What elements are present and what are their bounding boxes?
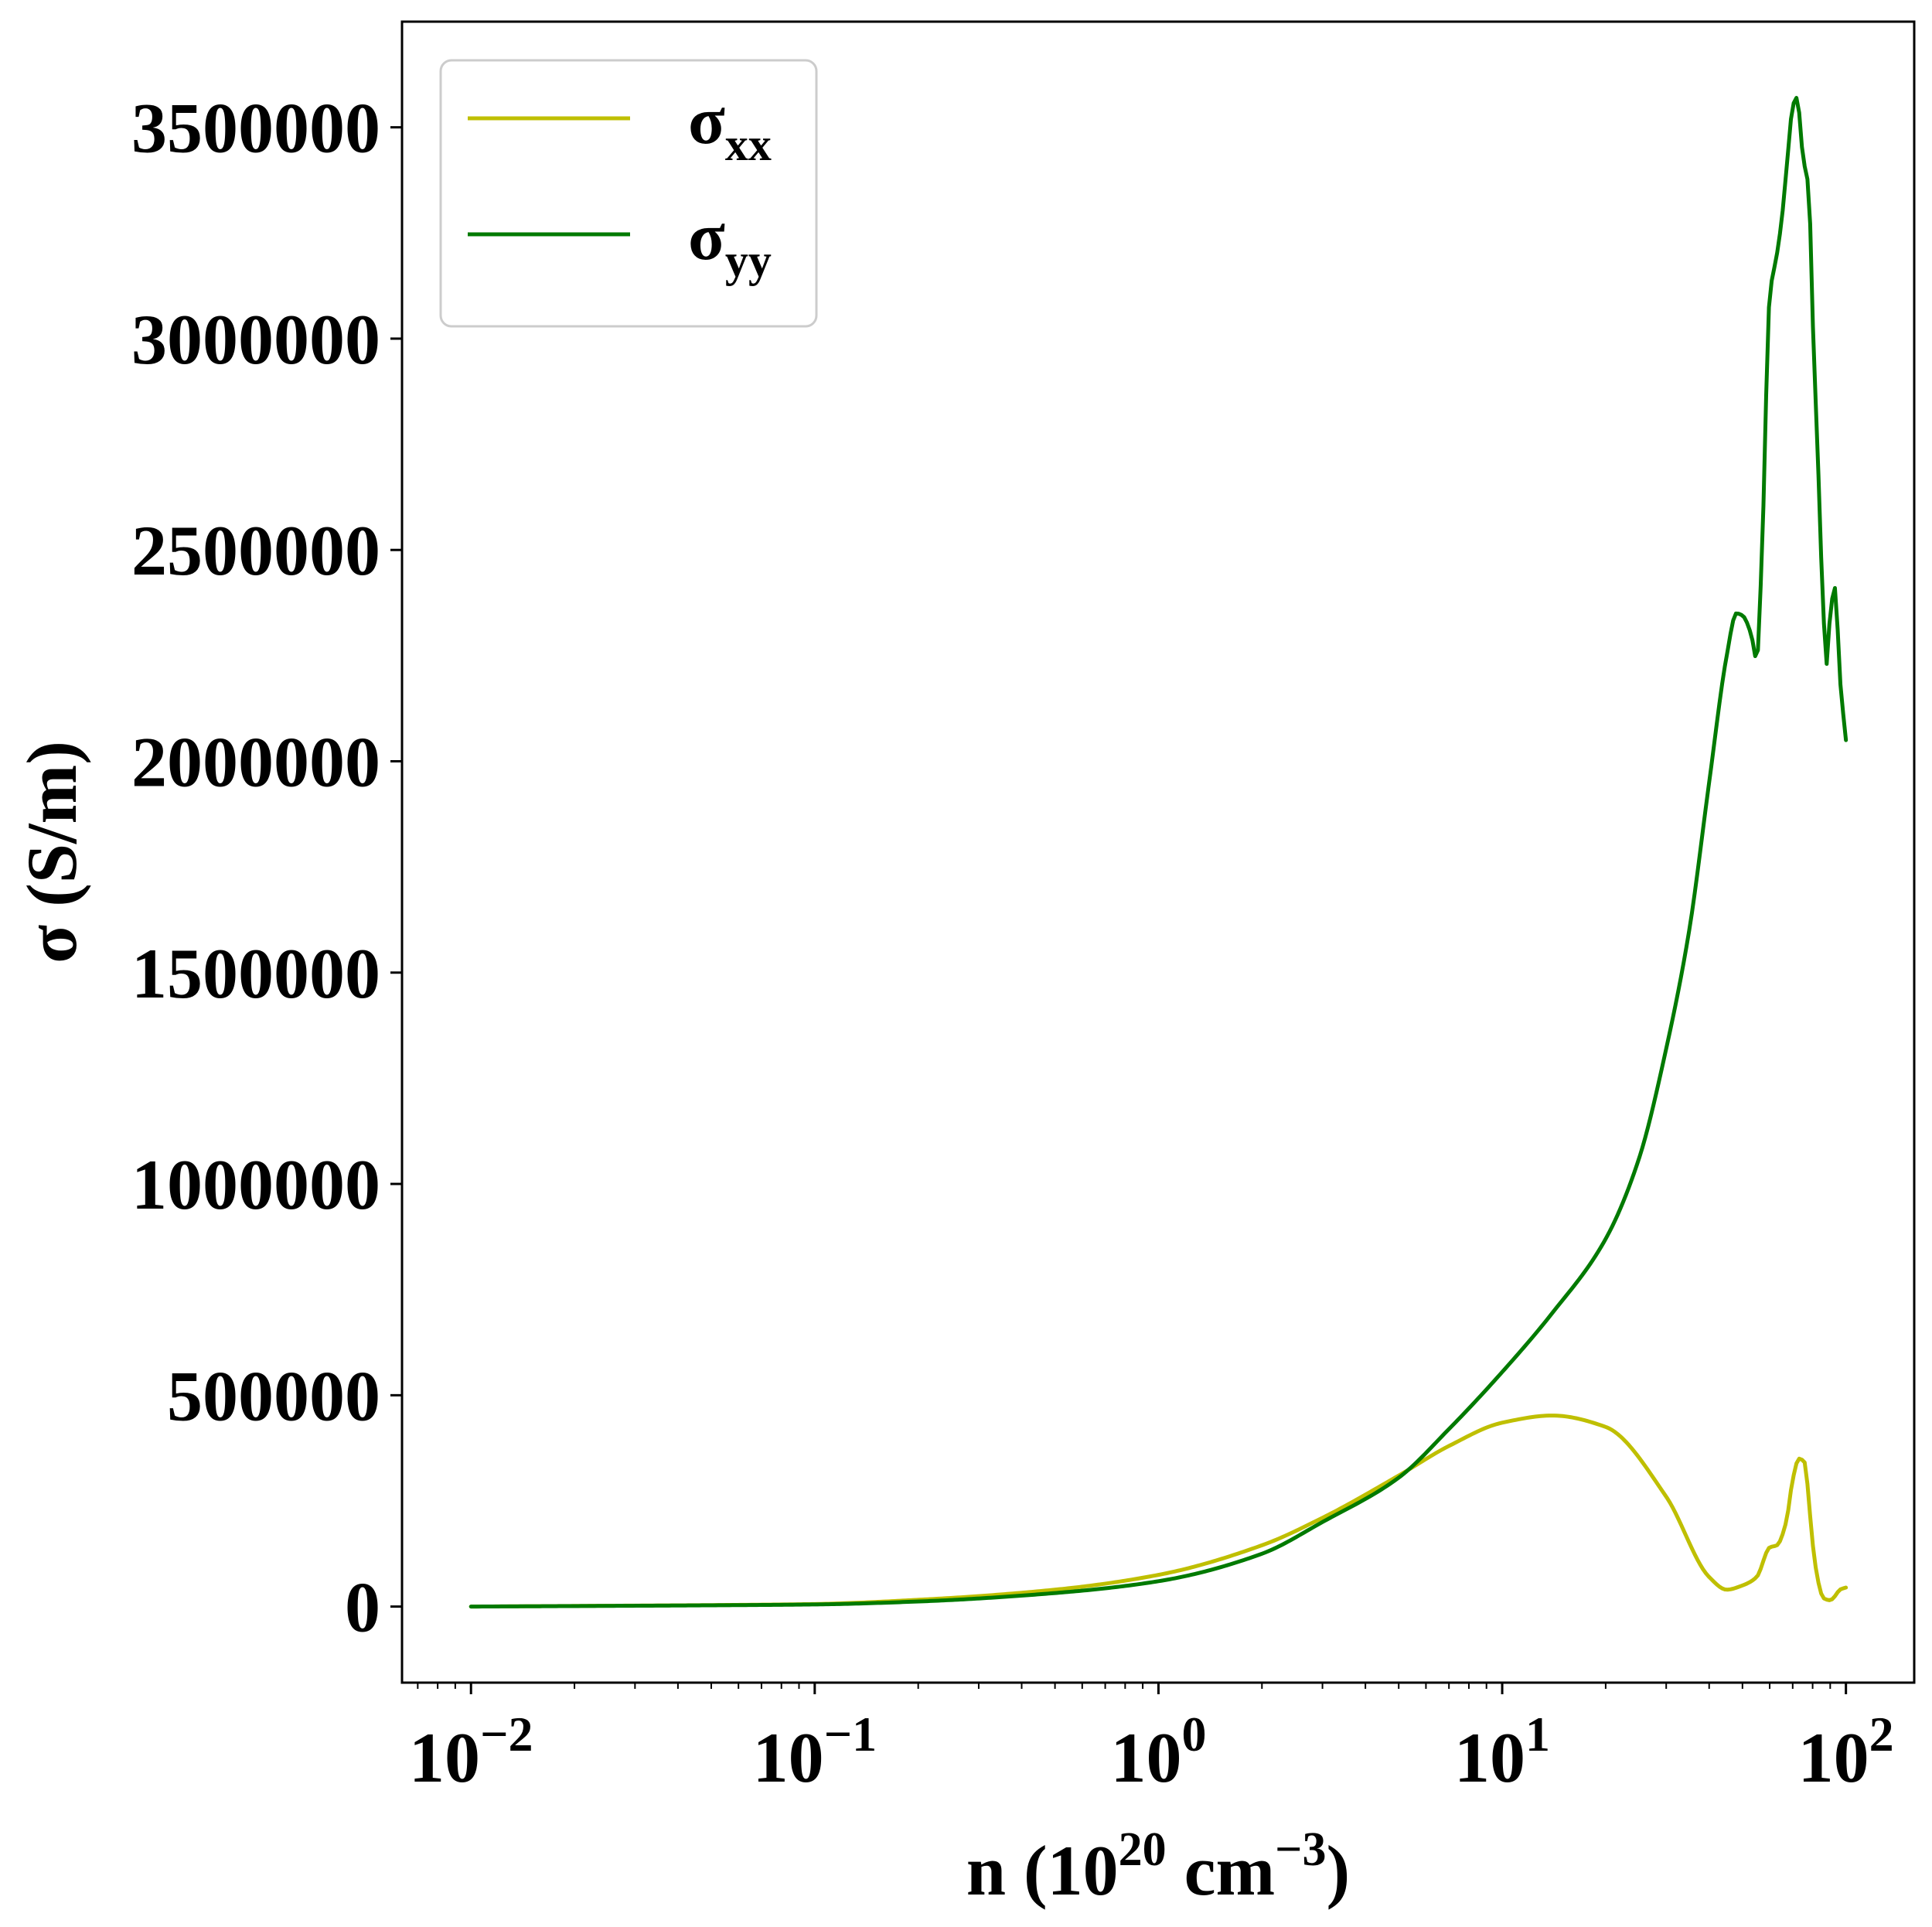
x-tick-label: 100 xyxy=(1110,1707,1206,1797)
y-tick-label: 2500000 xyxy=(131,511,380,590)
legend-box xyxy=(439,59,818,328)
legend: σxx σyy xyxy=(439,59,818,328)
x-tick-label: 102 xyxy=(1798,1707,1894,1797)
y-tick-label: 2000000 xyxy=(131,722,380,801)
x-axis-title-sup2: −3 xyxy=(1275,1823,1326,1876)
y-tick-label: 0 xyxy=(345,1568,380,1647)
y-tick-label: 3000000 xyxy=(131,300,380,379)
x-axis-title-main: n (10 xyxy=(966,1831,1119,1910)
series-line-yy xyxy=(469,96,1849,1609)
x-tick-label: 10−1 xyxy=(753,1707,877,1797)
x-axis: 10−2 10−1 100 101 102 xyxy=(409,1683,1894,1797)
y-axis: 0 500000 1000000 1500000 2000000 2500000 30000… xyxy=(131,89,402,1647)
series-lines xyxy=(469,96,1849,1609)
x-tick-label: 10−2 xyxy=(409,1707,533,1797)
y-tick-label: 1500000 xyxy=(131,934,380,1013)
y-tick-label: 3500000 xyxy=(131,89,380,168)
x-tick-label: 101 xyxy=(1454,1707,1550,1797)
legend-label-sigma-xx: σxx xyxy=(688,84,772,170)
x-axis-title-end: ) xyxy=(1327,1831,1351,1910)
x-axis-title: n (1020 cm−3) xyxy=(966,1823,1350,1910)
y-tick-label: 500000 xyxy=(167,1356,380,1435)
x-axis-title-sup1: 20 xyxy=(1119,1823,1167,1876)
y-axis-title: σ (S/m) xyxy=(12,741,91,964)
y-tick-label: 1000000 xyxy=(131,1145,380,1224)
x-axis-title-mid: cm xyxy=(1167,1831,1275,1910)
legend-label-sigma-yy: σyy xyxy=(688,200,772,286)
